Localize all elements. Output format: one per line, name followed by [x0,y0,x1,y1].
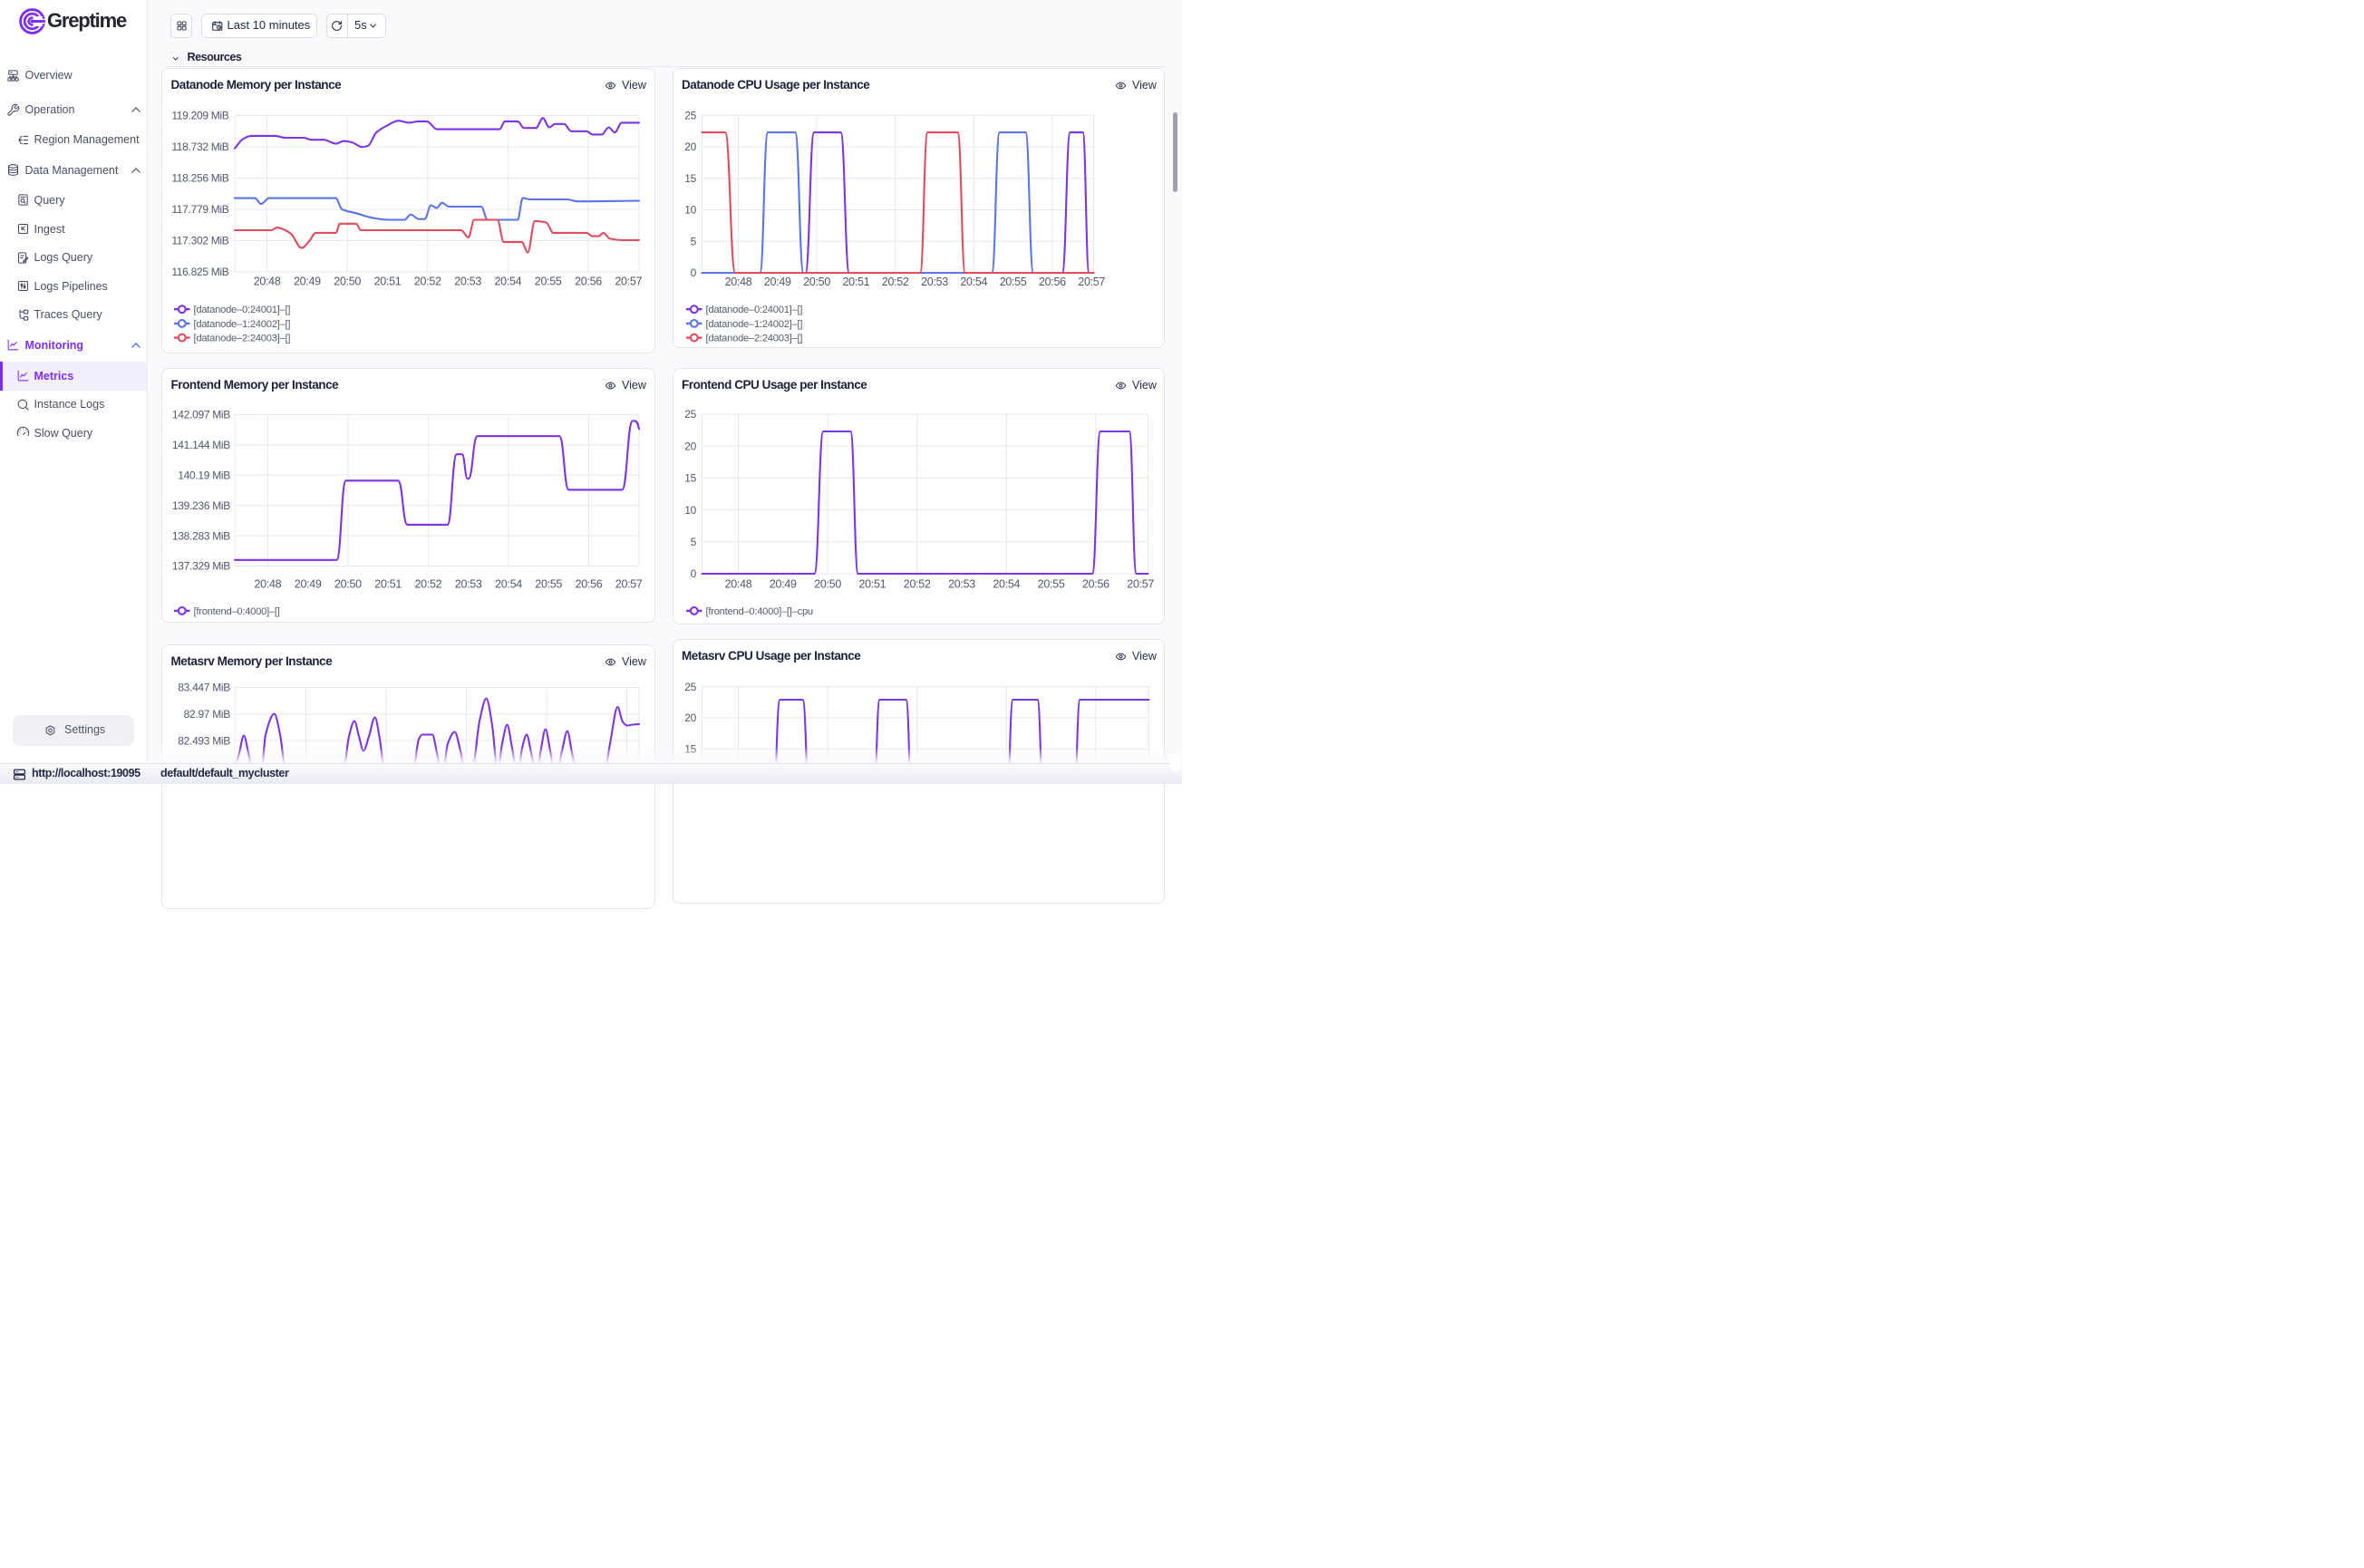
svg-text:20:49: 20:49 [763,276,790,288]
svg-text:138.283 MiB: 138.283 MiB [172,529,230,542]
svg-text:20: 20 [684,440,696,452]
svg-text:25: 25 [684,110,696,122]
svg-text:15: 15 [684,471,696,484]
svg-text:5: 5 [690,236,696,248]
svg-text:117.302 MiB: 117.302 MiB [171,235,228,247]
svg-text:[datanode–1:24002]–[]: [datanode–1:24002]–[] [705,319,802,330]
svg-text:20:55: 20:55 [1037,577,1064,590]
svg-text:20:56: 20:56 [1082,577,1109,590]
svg-text:20:52: 20:52 [414,276,441,288]
svg-text:139.236 MiB: 139.236 MiB [172,498,230,511]
svg-text:137.329 MiB: 137.329 MiB [172,559,230,572]
svg-text:20:54: 20:54 [993,577,1020,590]
svg-text:20:49: 20:49 [769,577,796,590]
svg-text:140.19 MiB: 140.19 MiB [178,469,230,481]
svg-text:20:50: 20:50 [803,276,830,288]
svg-text:20:48: 20:48 [724,276,751,288]
svg-text:25: 25 [684,681,696,693]
svg-text:20:52: 20:52 [881,276,908,288]
svg-text:20:54: 20:54 [495,577,522,590]
svg-text:20:51: 20:51 [858,577,886,590]
svg-text:20:48: 20:48 [724,577,751,590]
svg-text:5: 5 [690,536,696,548]
svg-text:20:49: 20:49 [294,276,321,288]
svg-text:20:55: 20:55 [999,276,1026,288]
svg-text:20:57: 20:57 [615,577,643,590]
svg-text:[datanode–1:24002]–[]: [datanode–1:24002]–[] [194,319,291,330]
svg-text:20:48: 20:48 [254,276,281,288]
svg-text:20:52: 20:52 [903,577,930,590]
svg-text:20:50: 20:50 [334,577,362,590]
svg-text:20:49: 20:49 [295,577,322,590]
svg-text:117.779 MiB: 117.779 MiB [171,203,228,216]
svg-text:[datanode–2:24003]–[]: [datanode–2:24003]–[] [194,334,291,344]
svg-text:20:50: 20:50 [814,577,841,590]
svg-text:20:48: 20:48 [255,577,282,590]
svg-text:20:54: 20:54 [495,276,522,288]
svg-text:20:53: 20:53 [455,577,482,590]
svg-text:82.493 MiB: 82.493 MiB [178,734,230,747]
svg-text:20:51: 20:51 [374,577,402,590]
svg-text:20:51: 20:51 [842,276,869,288]
svg-text:20:53: 20:53 [454,276,481,288]
svg-text:20:53: 20:53 [921,276,948,288]
svg-text:20:57: 20:57 [1078,276,1105,288]
svg-text:118.732 MiB: 118.732 MiB [171,140,228,153]
svg-text:20:52: 20:52 [415,577,442,590]
svg-text:[datanode–2:24003]–[]: [datanode–2:24003]–[] [705,334,802,344]
svg-text:119.209 MiB: 119.209 MiB [171,110,228,122]
svg-text:[frontend–0:4000]–[]–cpu: [frontend–0:4000]–[]–cpu [705,605,812,616]
svg-text:116.825 MiB: 116.825 MiB [171,266,228,278]
svg-text:118.256 MiB: 118.256 MiB [171,172,228,185]
svg-text:[datanode–0:24001]–[]: [datanode–0:24001]–[] [194,305,291,315]
svg-text:10: 10 [684,503,696,516]
svg-text:[datanode–0:24001]–[]: [datanode–0:24001]–[] [705,305,802,315]
svg-text:20:57: 20:57 [1127,577,1154,590]
svg-text:20:51: 20:51 [374,276,402,288]
svg-text:141.144 MiB: 141.144 MiB [172,439,230,451]
svg-text:20:56: 20:56 [1039,276,1066,288]
svg-text:20:55: 20:55 [535,276,562,288]
svg-text:83.447 MiB: 83.447 MiB [178,681,230,693]
svg-text:0: 0 [690,266,696,279]
svg-text:142.097 MiB: 142.097 MiB [172,408,230,421]
svg-text:20: 20 [684,140,696,153]
svg-text:15: 15 [684,172,696,185]
svg-text:20:50: 20:50 [334,276,361,288]
svg-text:20:56: 20:56 [575,276,602,288]
svg-text:20:53: 20:53 [948,577,975,590]
svg-text:10: 10 [684,204,696,217]
svg-text:0: 0 [690,567,696,580]
svg-text:[frontend–0:4000]–[]: [frontend–0:4000]–[] [194,605,280,616]
svg-text:20:57: 20:57 [615,276,642,288]
svg-text:82.97 MiB: 82.97 MiB [184,708,231,721]
svg-text:20: 20 [684,711,696,724]
svg-text:20:55: 20:55 [535,577,562,590]
svg-text:25: 25 [684,408,696,421]
svg-text:20:56: 20:56 [576,577,603,590]
svg-text:20:54: 20:54 [960,276,987,288]
